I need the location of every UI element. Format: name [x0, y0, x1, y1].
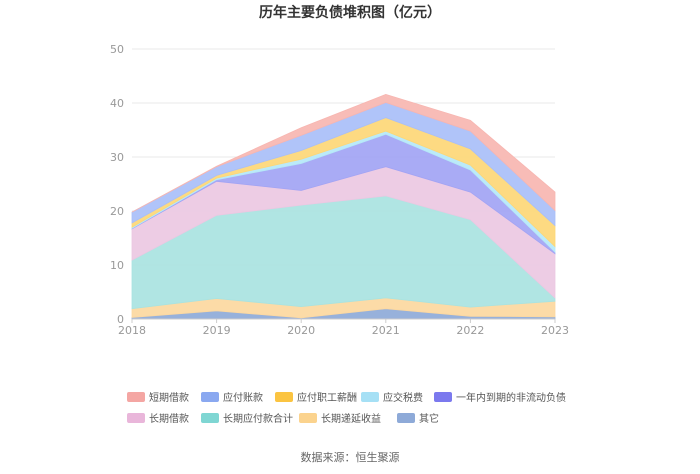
legend-label: 其它 [419, 412, 439, 425]
x-tick-label: 2018 [118, 324, 146, 337]
area-短期借款 [131, 93, 556, 213]
x-tick-label: 2020 [287, 324, 315, 337]
legend-item-应交税费[interactable]: 应交税费 [361, 391, 423, 404]
legend-label: 一年内到期的非流动负债 [456, 391, 566, 404]
chart-title: 历年主要负债堆积图（亿元） [259, 4, 441, 21]
legend-label: 长期递延收益 [321, 412, 381, 425]
x-tick-label: 2023 [541, 324, 569, 337]
y-tick-label: 10 [110, 259, 124, 272]
legend-swatch [127, 413, 145, 423]
y-axis: 0 10 20 30 40 50 [110, 43, 124, 326]
legend-item-长期应付款合计[interactable]: 长期应付款合计 [201, 412, 293, 425]
legend-item-长期递延收益[interactable]: 长期递延收益 [299, 412, 381, 425]
y-tick-label: 30 [110, 151, 124, 164]
legend-item-应付账款[interactable]: 应付账款 [201, 391, 263, 404]
legend-label: 短期借款 [149, 391, 189, 404]
legend-item-应付职工薪酬[interactable]: 应付职工薪酬 [275, 391, 357, 404]
legend-item-一年内到期的非流动负债[interactable]: 一年内到期的非流动负债 [434, 391, 566, 404]
y-tick-label: 40 [110, 97, 124, 110]
data-source: 数据来源：恒生聚源 [301, 450, 400, 464]
legend-item-长期借款[interactable]: 长期借款 [127, 412, 189, 425]
legend-swatch [361, 392, 379, 402]
x-tick-label: 2021 [372, 324, 400, 337]
legend-swatch [299, 413, 317, 423]
legend-label: 应付职工薪酬 [297, 391, 357, 404]
x-axis: 2018 2019 2020 2021 2022 2023 [118, 318, 569, 337]
legend-swatch [397, 413, 415, 423]
y-tick-label: 20 [110, 205, 124, 218]
x-tick-label: 2022 [456, 324, 484, 337]
legend-label: 应付账款 [223, 391, 263, 404]
legend-item-短期借款[interactable]: 短期借款 [127, 391, 189, 404]
stacked-areas [131, 93, 556, 320]
legend-swatch [201, 392, 219, 402]
y-tick-label: 0 [117, 313, 124, 326]
legend-swatch [275, 392, 293, 402]
legend-swatch [434, 392, 452, 402]
legend-label: 应交税费 [383, 391, 423, 404]
legend-swatch [127, 392, 145, 402]
legend-label: 长期应付款合计 [223, 412, 293, 425]
x-tick-label: 2019 [203, 324, 231, 337]
legend-label: 长期借款 [149, 412, 189, 425]
y-tick-label: 50 [110, 43, 124, 56]
legend-swatch [201, 413, 219, 423]
legend-item-其它[interactable]: 其它 [397, 412, 439, 425]
